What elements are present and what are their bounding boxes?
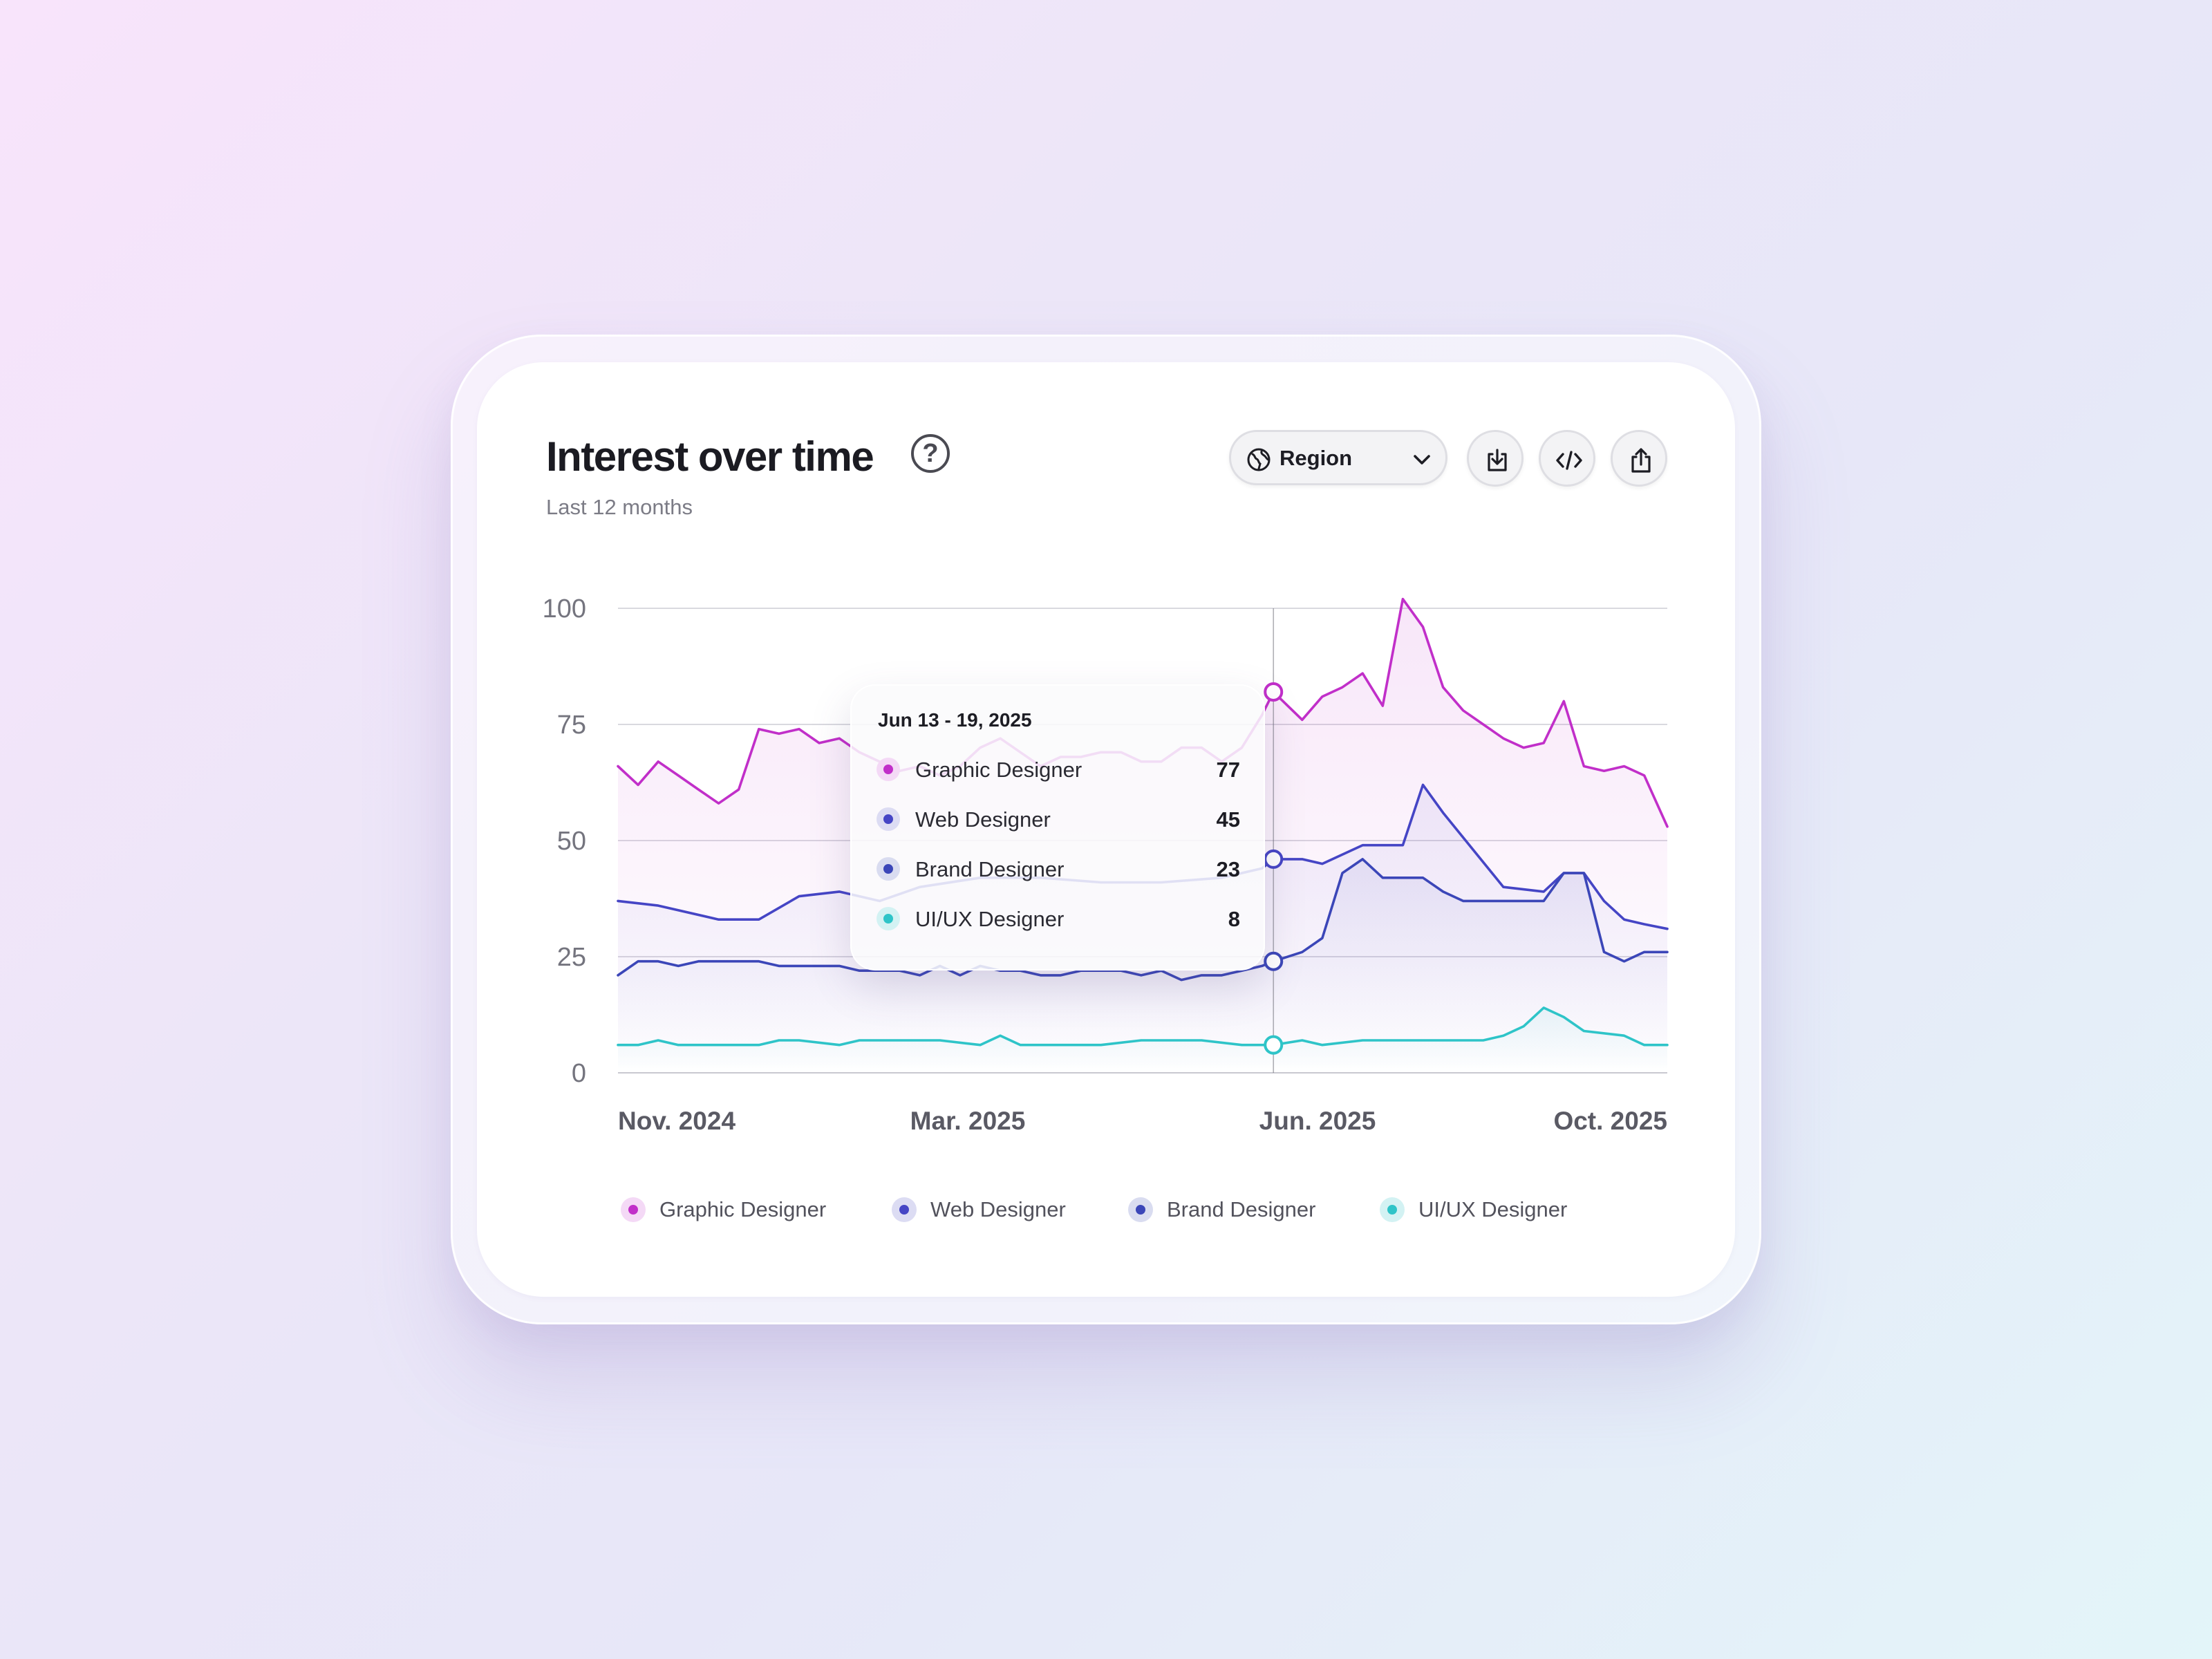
y-tick-label: 25 [557,943,586,972]
globe-icon [1247,448,1271,471]
graphic-designer-dot [877,758,900,781]
code-icon [1556,451,1582,470]
chevron-down-icon [1414,455,1430,465]
interest-card: Interest over time ? Last 12 months Regi… [477,362,1735,1297]
uiux-designer-legend-dot [1380,1197,1405,1222]
tooltip-row-name: UI/UX Designer [915,907,1065,931]
graphic-designer-legend-dot [621,1197,646,1222]
y-tick-label: 50 [557,827,586,856]
hover-point-graphic-designer[interactable] [1264,682,1284,702]
share-button[interactable] [1611,430,1667,487]
page-subtitle: Last 12 months [546,495,693,519]
tooltip-row-value: 45 [1216,807,1240,832]
tooltip-row-value: 8 [1228,907,1240,931]
series-line-brand-designer[interactable] [617,858,1669,982]
tooltip-row-uiux-designer: UI/UX Designer 8 [877,901,1240,936]
question-circle-icon[interactable]: ? [911,434,950,473]
hover-point-ui-ux-designer[interactable] [1264,1035,1284,1055]
series-area-ui-ux-designer [618,1007,1667,1073]
tooltip-date: Jun 13 - 19, 2025 [878,709,1032,731]
y-tick-label: 75 [557,711,586,740]
uiux-designer-dot [877,907,900,930]
web-designer-dot [877,807,900,831]
y-tick-label: 100 [543,594,586,624]
legend-label: Graphic Designer [659,1197,827,1221]
share-icon [1631,448,1651,473]
series-line-ui-ux-designer[interactable] [617,1006,1669,1047]
hover-point-web-designer[interactable] [1264,849,1284,869]
tooltip-row-name: Graphic Designer [915,758,1082,782]
hover-point-brand-designer[interactable] [1264,951,1284,971]
brand-designer-legend-dot [1128,1197,1153,1222]
chart-tooltip: Jun 13 - 19, 2025 Graphic Designer 77 We… [850,684,1265,971]
x-tick-label: Oct. 2025 [1553,1107,1667,1135]
tooltip-row-brand-designer: Brand Designer 23 [877,852,1240,886]
legend-label: Web Designer [930,1197,1066,1221]
brand-designer-dot [877,857,900,881]
tooltip-row-value: 77 [1216,758,1240,782]
x-tick-label: Nov. 2024 [618,1107,735,1135]
download-icon [1488,449,1507,471]
x-tick-label: Jun. 2025 [1259,1107,1376,1135]
x-tick-label: Mar. 2025 [910,1107,1026,1135]
y-tick-label: 0 [572,1059,586,1088]
region-label: Region [1280,446,1353,470]
tooltip-row-graphic-designer: Graphic Designer 77 [877,752,1240,787]
tooltip-row-name: Web Designer [915,807,1051,832]
legend-label: Brand Designer [1167,1197,1316,1221]
embed-button[interactable] [1539,430,1595,487]
tooltip-row-web-designer: Web Designer 45 [877,802,1240,836]
tooltip-row-value: 23 [1216,857,1240,881]
web-designer-legend-dot [892,1197,917,1222]
tooltip-row-name: Brand Designer [915,857,1065,881]
series-area-brand-designer [618,859,1667,1073]
page-title: Interest over time [546,433,874,480]
region-dropdown[interactable]: Region [1229,430,1447,485]
download-button[interactable] [1467,430,1524,487]
legend-label: UI/UX Designer [1418,1197,1568,1221]
